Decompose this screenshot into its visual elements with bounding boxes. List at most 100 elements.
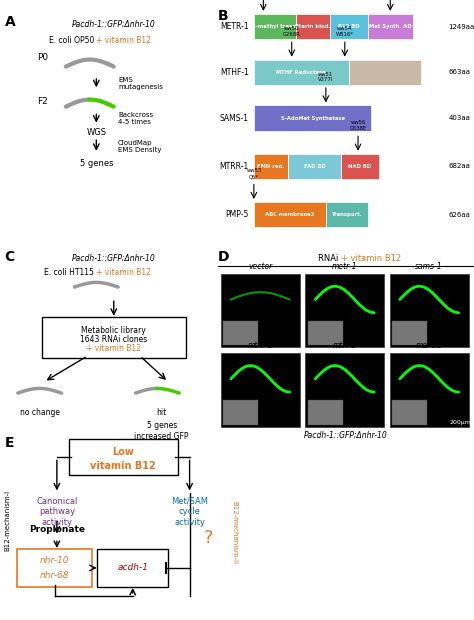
Text: SAMS-1: SAMS-1 <box>220 113 249 123</box>
Text: mthf-1: mthf-1 <box>247 341 273 350</box>
Text: EMS
mutagenesis: EMS mutagenesis <box>118 77 163 89</box>
FancyBboxPatch shape <box>254 154 288 179</box>
Text: E: E <box>5 436 14 449</box>
Text: acdh-1: acdh-1 <box>117 564 148 572</box>
FancyBboxPatch shape <box>296 14 329 39</box>
FancyBboxPatch shape <box>223 321 258 345</box>
FancyBboxPatch shape <box>220 274 300 347</box>
Text: sams-1: sams-1 <box>415 262 443 271</box>
Text: E. coli HT115: E. coli HT115 <box>44 268 96 278</box>
Text: Low: Low <box>112 447 134 457</box>
Text: mel-32: mel-32 <box>416 341 443 350</box>
Text: P0: P0 <box>37 53 48 61</box>
Text: increased GFP: increased GFP <box>135 432 189 441</box>
Text: E. coli OP50: E. coli OP50 <box>48 36 96 45</box>
Text: Pacdh-1::GFP;Δnhr-10: Pacdh-1::GFP;Δnhr-10 <box>72 254 155 263</box>
FancyBboxPatch shape <box>367 14 413 39</box>
FancyBboxPatch shape <box>69 440 178 476</box>
FancyBboxPatch shape <box>254 202 326 228</box>
Text: ww56
G538E: ww56 G538E <box>349 120 367 131</box>
Text: B12-mechanism-I: B12-mechanism-I <box>4 490 10 551</box>
FancyBboxPatch shape <box>390 353 469 427</box>
FancyBboxPatch shape <box>254 60 348 85</box>
Text: Transport.: Transport. <box>331 212 362 217</box>
Text: FAD BD: FAD BD <box>304 164 325 169</box>
Text: C: C <box>5 250 15 264</box>
FancyBboxPatch shape <box>305 353 384 427</box>
Text: F2: F2 <box>37 97 48 107</box>
FancyBboxPatch shape <box>42 317 186 358</box>
Text: nhr-10: nhr-10 <box>40 556 69 565</box>
FancyBboxPatch shape <box>17 549 92 587</box>
Text: WGS: WGS <box>86 128 106 137</box>
Text: Propionate: Propionate <box>29 525 85 534</box>
FancyBboxPatch shape <box>220 353 300 427</box>
Text: vitamin B12: vitamin B12 <box>91 461 156 471</box>
Text: hit: hit <box>156 408 167 417</box>
Text: 1643 RNAi clones: 1643 RNAi clones <box>80 335 147 343</box>
Text: FMN red.: FMN red. <box>257 164 284 169</box>
Text: Pterin bind.: Pterin bind. <box>295 24 330 29</box>
Text: 682aa: 682aa <box>448 163 470 169</box>
Text: Met/SAM
cycle
activity: Met/SAM cycle activity <box>171 497 208 527</box>
FancyBboxPatch shape <box>254 14 296 39</box>
FancyBboxPatch shape <box>390 274 469 347</box>
Text: 663aa: 663aa <box>448 69 470 75</box>
Text: mtrr-1: mtrr-1 <box>333 341 356 350</box>
FancyBboxPatch shape <box>305 274 384 347</box>
Text: + vitamin B12: + vitamin B12 <box>96 268 151 278</box>
Text: + vitamin B12: + vitamin B12 <box>86 343 141 353</box>
FancyBboxPatch shape <box>348 60 420 85</box>
Text: NAD BD: NAD BD <box>348 164 372 169</box>
Text: MTHF Reductase: MTHF Reductase <box>276 70 326 75</box>
Text: ?: ? <box>204 529 213 547</box>
Text: A: A <box>5 15 16 29</box>
Text: Pacdh-1::GFP;Δnhr-10: Pacdh-1::GFP;Δnhr-10 <box>304 430 388 440</box>
FancyBboxPatch shape <box>288 154 341 179</box>
Text: 403aa: 403aa <box>448 115 470 121</box>
Text: Canonical
pathway
activity: Canonical pathway activity <box>36 497 78 527</box>
Text: ABC membrane2: ABC membrane2 <box>265 212 314 217</box>
Text: PMP-5: PMP-5 <box>225 210 249 219</box>
Text: 626aa: 626aa <box>448 211 470 218</box>
Text: MTRR-1: MTRR-1 <box>219 162 249 171</box>
Text: MTHF-1: MTHF-1 <box>220 68 249 77</box>
FancyBboxPatch shape <box>326 202 367 228</box>
FancyBboxPatch shape <box>254 105 371 131</box>
Text: RNAi: RNAi <box>318 254 341 263</box>
Text: vector: vector <box>248 262 273 271</box>
Text: ww54
W516*: ww54 W516* <box>336 26 354 37</box>
FancyBboxPatch shape <box>392 321 427 345</box>
Text: no change: no change <box>19 408 60 417</box>
Text: metr-1: metr-1 <box>332 262 357 271</box>
Text: nhr-68: nhr-68 <box>40 570 69 580</box>
Text: METR-1: METR-1 <box>220 22 249 31</box>
FancyBboxPatch shape <box>329 14 367 39</box>
FancyBboxPatch shape <box>341 154 379 179</box>
FancyBboxPatch shape <box>308 401 343 425</box>
Text: Backcross
4-5 times: Backcross 4-5 times <box>118 112 153 125</box>
Text: + vitamin B12: + vitamin B12 <box>96 36 151 45</box>
Text: + vitamin B12: + vitamin B12 <box>341 254 401 263</box>
Text: B: B <box>218 9 228 23</box>
FancyBboxPatch shape <box>308 321 343 345</box>
Text: 200μm: 200μm <box>449 420 472 425</box>
Text: S-AdoMet Synthetase: S-AdoMet Synthetase <box>281 115 345 120</box>
Text: CloudMap
EMS Density: CloudMap EMS Density <box>118 140 162 153</box>
Text: ww53
Q5*: ww53 Q5* <box>246 168 262 179</box>
Text: D: D <box>218 250 229 264</box>
Text: Met Synth. AD: Met Synth. AD <box>369 24 411 29</box>
FancyBboxPatch shape <box>223 401 258 425</box>
Text: Pacdh-1::GFP;Δnhr-10: Pacdh-1::GFP;Δnhr-10 <box>72 19 155 29</box>
Text: ww50
G268R: ww50 G268R <box>283 26 301 37</box>
Text: 5 genes: 5 genes <box>146 421 177 430</box>
Text: 5 genes: 5 genes <box>80 159 113 167</box>
Text: B12-mechanism-II: B12-mechanism-II <box>232 502 237 564</box>
Text: ww51
V277I: ww51 V277I <box>318 72 334 82</box>
FancyBboxPatch shape <box>392 401 427 425</box>
FancyBboxPatch shape <box>97 549 168 587</box>
Text: B12 BD: B12 BD <box>338 24 359 29</box>
Text: 1249aa: 1249aa <box>448 24 474 30</box>
Text: S-methyl trans.: S-methyl trans. <box>252 24 298 29</box>
Text: Metabolic library: Metabolic library <box>82 326 146 335</box>
